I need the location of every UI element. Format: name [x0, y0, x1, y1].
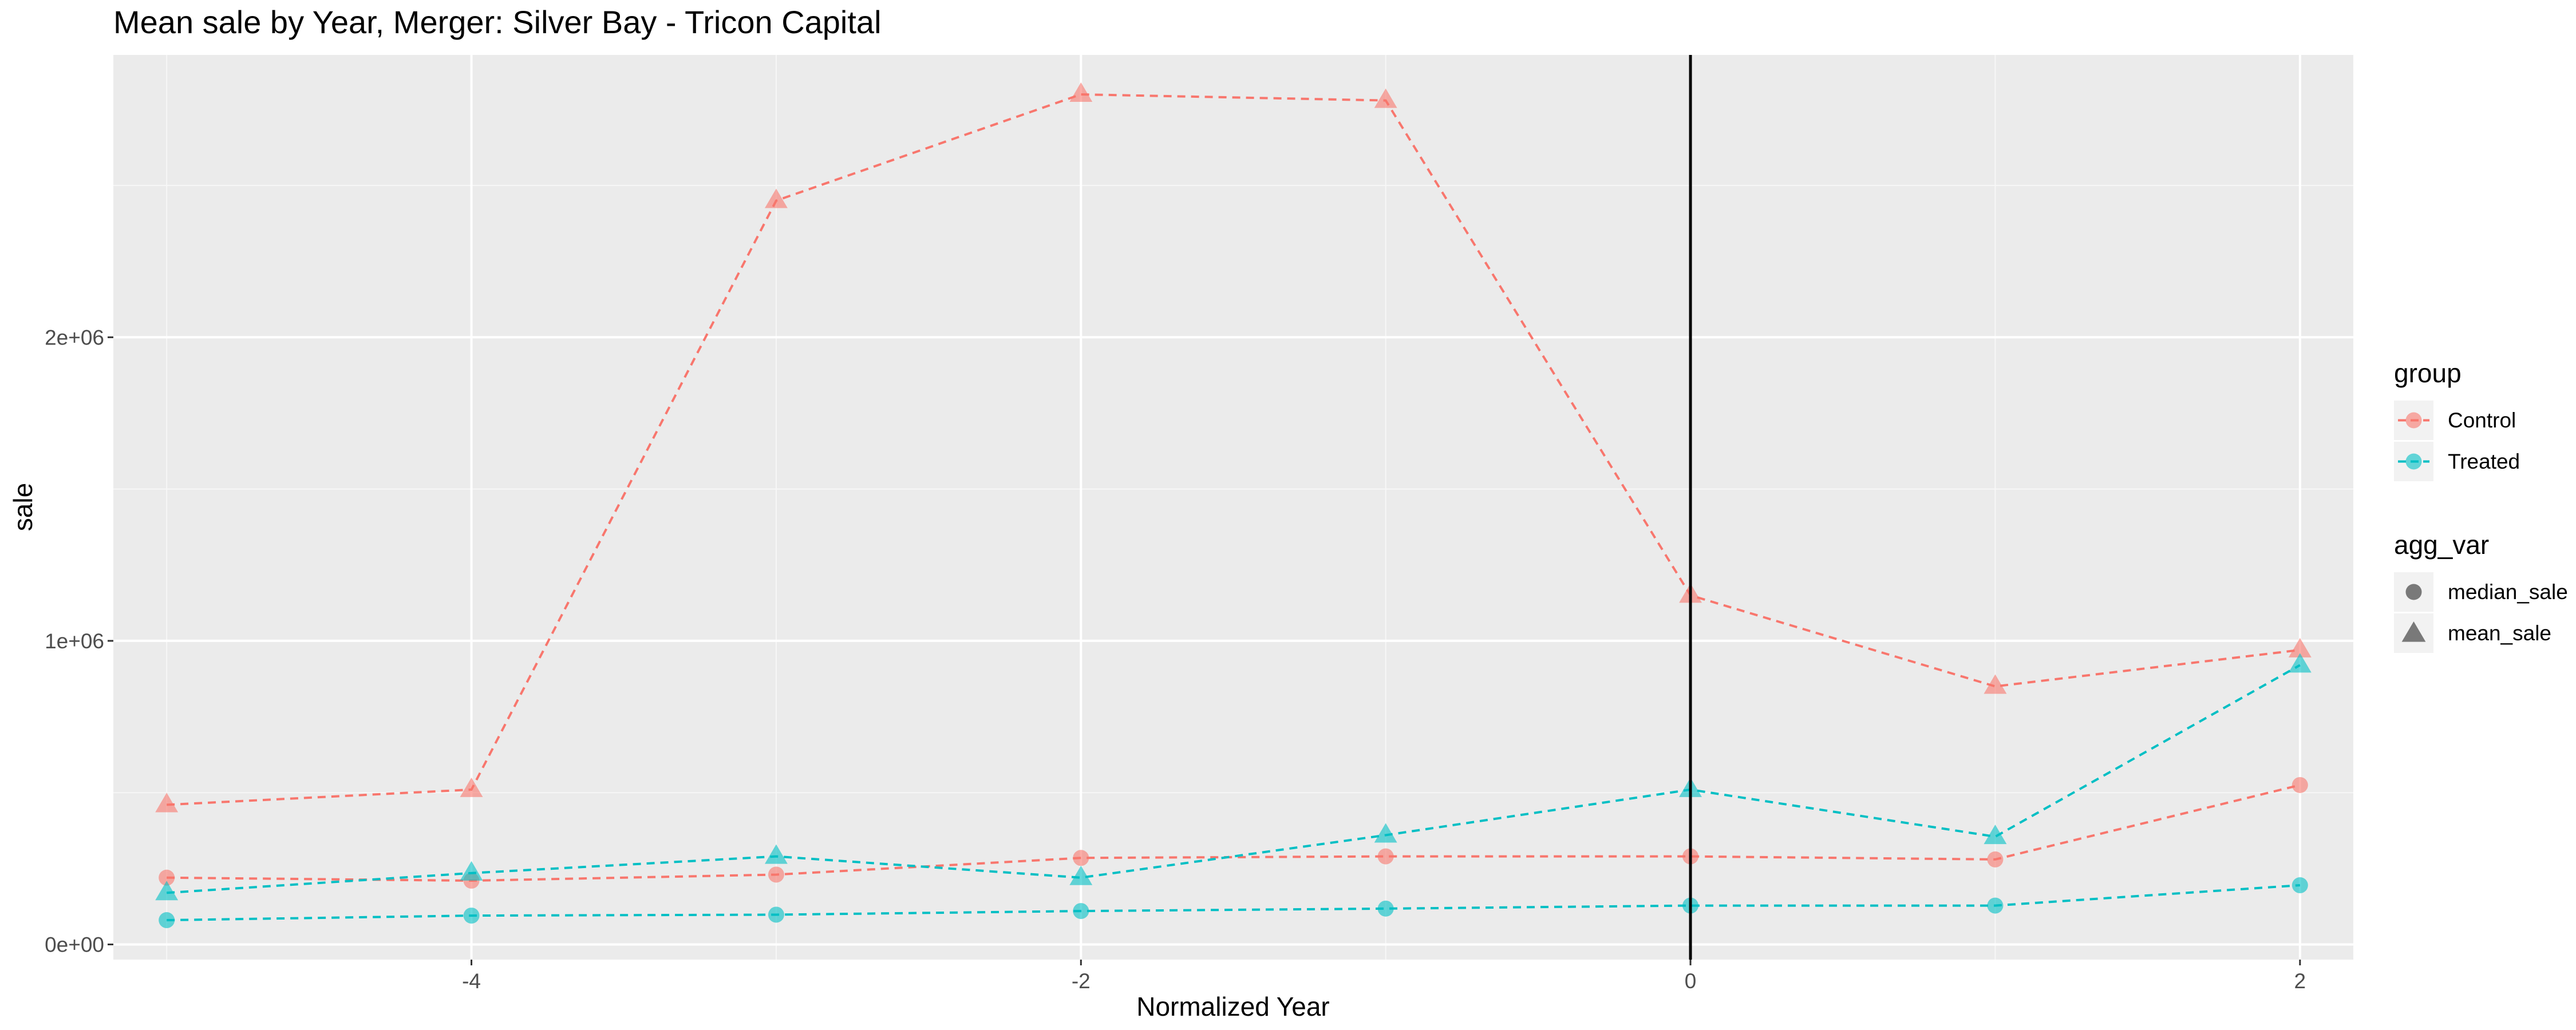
legend-label: median_sale	[2448, 580, 2568, 604]
legend-item-control: Control	[2394, 401, 2516, 440]
data-point	[155, 793, 179, 813]
legend-label: mean_sale	[2448, 621, 2551, 645]
legend-key-point	[2405, 584, 2422, 600]
data-point	[460, 777, 483, 797]
y-tick-label: 1e+06	[45, 629, 104, 653]
data-point	[764, 844, 788, 864]
data-point	[460, 861, 483, 881]
data-point	[159, 912, 175, 929]
series-layer	[155, 82, 2312, 929]
legend: group Control Treated agg_var median_sale…	[2394, 358, 2568, 653]
data-point	[1374, 88, 1397, 108]
data-point	[2288, 653, 2312, 673]
data-point	[1987, 897, 2004, 914]
series-line-control-median-sale	[167, 783, 2301, 882]
legend-item-mean-sale: mean_sale	[2394, 613, 2551, 653]
data-point	[1377, 848, 1394, 865]
y-axis-title: sale	[8, 483, 38, 531]
data-point	[155, 881, 179, 901]
data-point	[1374, 823, 1397, 843]
data-point	[1377, 900, 1394, 917]
data-point	[1073, 850, 1089, 866]
x-tick-label: -4	[462, 969, 481, 993]
series-control-median-sale	[159, 777, 2308, 889]
y-axis: 0e+00 1e+06 2e+06	[45, 326, 113, 956]
legend-key-point	[2401, 621, 2426, 642]
x-axis: -4 -2 0 2	[462, 960, 2306, 993]
legend-shape-keys: median_sale mean_sale	[2394, 572, 2568, 653]
legend-label: Treated	[2448, 450, 2520, 473]
y-tick-label: 0e+00	[45, 933, 104, 956]
series-line-control-mean-sale	[167, 93, 2301, 806]
data-point	[159, 869, 175, 886]
series-control-mean-sale	[155, 82, 2312, 813]
legend-title-agg-var: agg_var	[2394, 530, 2489, 560]
data-point	[1984, 825, 2007, 845]
legend-title-group: group	[2394, 358, 2462, 388]
y-tick-label: 2e+06	[45, 326, 104, 349]
x-tick-label: 2	[2294, 969, 2306, 993]
data-point	[768, 866, 784, 883]
x-tick-label: -2	[1072, 969, 1091, 993]
legend-label: Control	[2448, 409, 2516, 432]
data-point	[768, 906, 784, 923]
series-line-treated-mean-sale	[167, 664, 2301, 894]
series-treated-mean-sale	[155, 653, 2312, 901]
chart-title: Mean sale by Year, Merger: Silver Bay - …	[113, 4, 882, 40]
legend-item-median-sale: median_sale	[2394, 572, 2568, 612]
series-treated-median-sale	[159, 877, 2308, 929]
data-point	[1987, 851, 2004, 867]
legend-key-point	[2405, 412, 2422, 429]
x-tick-label: 0	[1685, 969, 1697, 993]
legend-key-point	[2405, 453, 2422, 470]
x-axis-title: Normalized Year	[1136, 992, 1330, 1021]
legend-item-treated: Treated	[2394, 442, 2520, 481]
data-point	[1984, 674, 2007, 694]
data-point	[1069, 82, 1093, 102]
data-point	[2288, 637, 2312, 657]
data-point	[2291, 877, 2308, 894]
data-point	[1073, 903, 1089, 920]
data-point	[463, 908, 480, 924]
data-point	[764, 188, 788, 208]
series-line-treated-median-sale	[167, 884, 2300, 922]
data-point	[1069, 865, 1093, 885]
plot-panel	[113, 55, 2353, 960]
data-point	[2291, 777, 2308, 793]
grid-minor	[113, 55, 2353, 960]
legend-group-keys: Control Treated	[2394, 401, 2520, 481]
